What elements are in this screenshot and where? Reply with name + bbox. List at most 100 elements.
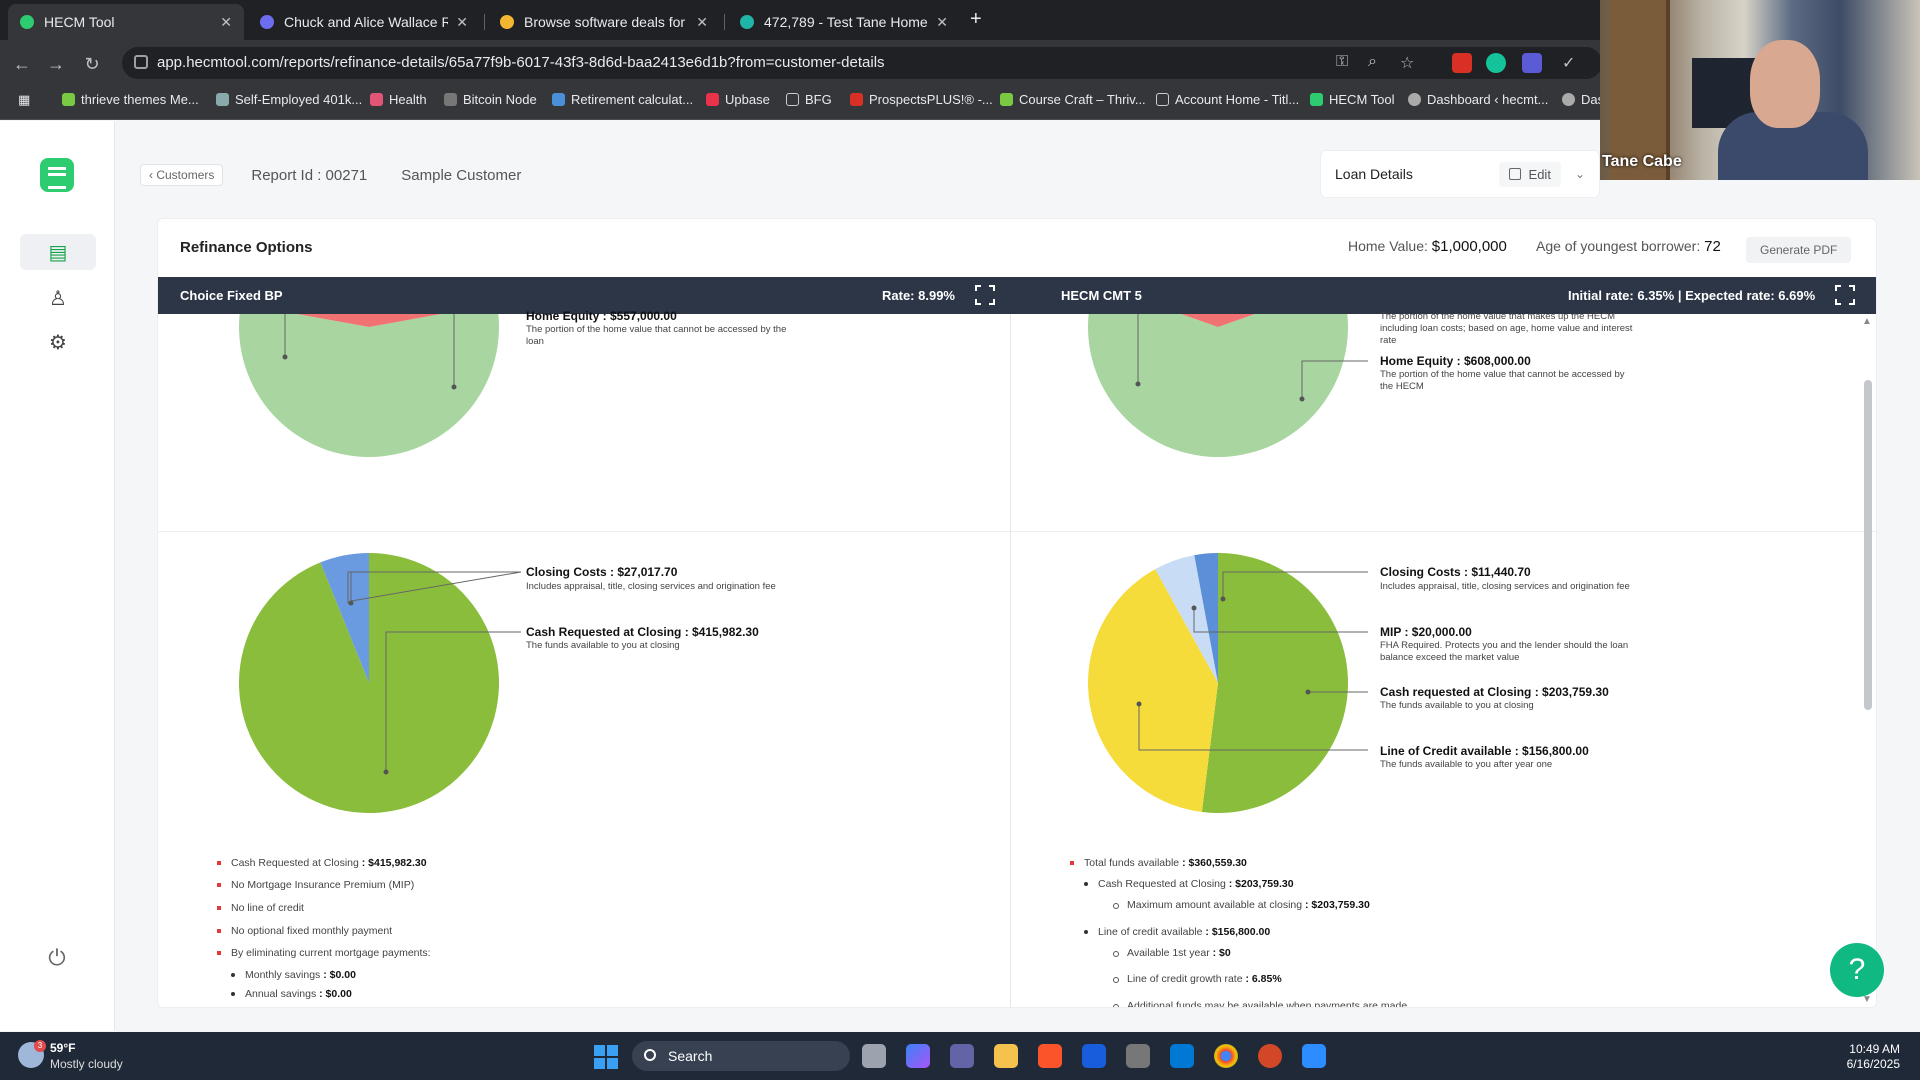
list-item: No optional fixed monthly payment [216,925,393,937]
left-option-name: Choice Fixed BP [180,288,283,303]
zoom-app-icon[interactable] [1302,1044,1326,1068]
bookmark-das[interactable]: Das [1562,92,1604,107]
key-icon[interactable]: ⚿ [1336,53,1349,70]
windows-start-icon[interactable] [594,1045,618,1069]
generate-pdf-button[interactable]: Generate PDF [1746,237,1852,263]
bitwarden-icon[interactable] [1082,1044,1106,1068]
bookmark-dashboard[interactable]: Dashboard ‹ hecmt... [1408,92,1548,107]
bookmark-star-icon[interactable]: ☆ [1400,55,1415,72]
pie-slice-home-equity[interactable] [239,304,499,458]
tab-software-deals[interactable]: Browse software deals for your ✕ [488,4,720,40]
bookmark-bfg[interactable]: BFG [786,92,832,107]
report-favicon-icon [260,15,274,29]
apps-grid-icon[interactable]: ▦ [18,92,31,107]
webcam-overlay [1600,0,1920,180]
new-tab-icon[interactable]: + [970,8,982,30]
zoom-icon[interactable]: ⌕ [1368,53,1377,70]
help-button[interactable]: ? [1830,943,1884,997]
power-icon[interactable]: ⏻ [48,945,66,970]
site-info-icon[interactable] [134,55,148,69]
left-cash-label: Cash Requested at Closing : $415,982.30 [526,625,759,639]
tab-hecm-tool[interactable]: HECM Tool ✕ [8,4,244,40]
pie-slice-cash-requested-at-closing[interactable] [238,553,499,813]
pie-slice-home-equity[interactable] [1088,284,1348,457]
app-icon[interactable] [1126,1044,1150,1068]
tab-wallace-report[interactable]: Chuck and Alice Wallace Report ✕ [248,4,480,40]
pie-slice-line-of-credit-available[interactable] [1088,569,1218,812]
fullscreen-right-icon[interactable] [1835,285,1855,305]
address-bar[interactable] [122,47,1602,79]
bookmark-upbase[interactable]: Upbase [706,92,770,107]
chevron-down-icon[interactable]: ⌄ [1574,167,1585,181]
webcam-background-door [1610,0,1670,180]
home-value: Home Value: $1,000,000 [1348,238,1507,255]
pie-slice-hecm[interactable] [1095,219,1340,327]
scrollbar-thumb[interactable] [1864,380,1872,710]
scroll-down-icon[interactable]: ▼ [1862,994,1872,1005]
close-tab-icon[interactable]: ✕ [696,13,708,30]
copilot-icon[interactable] [906,1044,930,1068]
forward-icon[interactable]: → [47,54,65,74]
bookmark-401k[interactable]: Self-Employed 401k... [216,92,362,107]
outlook-icon[interactable] [1170,1044,1194,1068]
breadcrumb-customers[interactable]: ‹ Customers [140,164,224,186]
chrome-icon[interactable] [1214,1044,1238,1068]
bookmark-hecm-tool[interactable]: HECM Tool [1310,92,1395,107]
close-tab-icon[interactable]: ✕ [456,13,468,30]
calendar-extension-icon[interactable] [1452,53,1472,73]
weather-desc[interactable]: Mostly cloudy [50,1057,123,1071]
pie-slice-mip[interactable] [1155,555,1218,683]
leaf-icon [1000,93,1013,106]
heart-icon [370,93,383,106]
user-icon[interactable]: ♙ [49,287,67,310]
wordpress-icon [1408,93,1421,106]
app-logo-icon[interactable] [40,158,74,192]
bookmark-account-home[interactable]: Account Home - Titl... [1156,92,1299,107]
bookmark-course-craft[interactable]: Course Craft – Thriv... [1000,92,1146,107]
reports-icon[interactable]: ▤ [20,234,96,270]
pie-slice-cash-requested-at-closing[interactable] [1201,553,1349,813]
bookmark-prospects[interactable]: ProspectsPLUS!® -... [850,92,993,107]
bookmark-bitcoin[interactable]: Bitcoin Node [444,92,537,107]
list-item: Line of credit growth rate : 6.85% [1113,973,1282,985]
left-closing-costs-label: Closing Costs : $27,017.70 [526,565,678,579]
close-tab-icon[interactable]: ✕ [936,13,948,30]
panel-title: Refinance Options [180,239,313,256]
bookmark-retirement[interactable]: Retirement calculat... [552,92,693,107]
bookmark-thrieve[interactable]: thrieve themes Me... [62,92,199,107]
file-explorer-view-icon[interactable] [862,1044,886,1068]
url-text[interactable]: app.hecmtool.com/reports/refinance-detai… [157,54,885,71]
check-extension-icon[interactable]: ✓ [1562,55,1576,72]
pie-slice-loan[interactable] [241,219,497,327]
reload-icon[interactable]: ↻ [84,54,100,74]
bookmark-health[interactable]: Health [370,92,427,107]
brave-icon[interactable] [1038,1044,1062,1068]
gear-icon[interactable]: ⚙ [49,331,67,354]
folder-icon[interactable] [994,1044,1018,1068]
close-tab-icon[interactable]: ✕ [220,13,232,30]
search-icon [644,1049,656,1061]
pie-slice-closing-costs[interactable] [320,553,369,683]
grammarly-extension-icon[interactable] [1486,53,1506,73]
right-option-rates: Initial rate: 6.35% | Expected rate: 6.6… [1568,288,1816,303]
weather-temp[interactable]: 59°F [50,1041,76,1055]
globe-icon [216,93,229,106]
refinance-panel: Refinance Options Home Value: $1,000,000… [157,218,1877,1008]
fullscreen-left-icon[interactable] [975,285,995,305]
extension-icon[interactable] [1522,53,1542,73]
teams-icon[interactable] [950,1044,974,1068]
right-cash-desc: The funds available to you at closing [1380,700,1534,711]
scroll-up-icon[interactable]: ▲ [1862,316,1872,327]
list-item: No Mortgage Insurance Premium (MIP) [216,879,415,891]
tab-test-home-safe[interactable]: 472,789 - Test Tane Home Safe ✕ [728,4,960,40]
customer-name: Sample Customer [401,166,522,184]
right-cash-label: Cash requested at Closing : $203,759.30 [1380,685,1609,699]
taskbar-search[interactable]: Search [632,1041,850,1071]
powerpoint-icon[interactable] [1258,1044,1282,1068]
taskbar-clock[interactable]: 10:49 AM 6/16/2025 [1846,1042,1900,1071]
pie-slice-closing-costs[interactable] [1194,553,1218,683]
edit-button[interactable]: Edit [1498,161,1561,187]
tab-separator [484,14,485,30]
back-icon[interactable]: ← [13,54,31,74]
list-item: Annual savings : $0.00 [231,988,352,1000]
